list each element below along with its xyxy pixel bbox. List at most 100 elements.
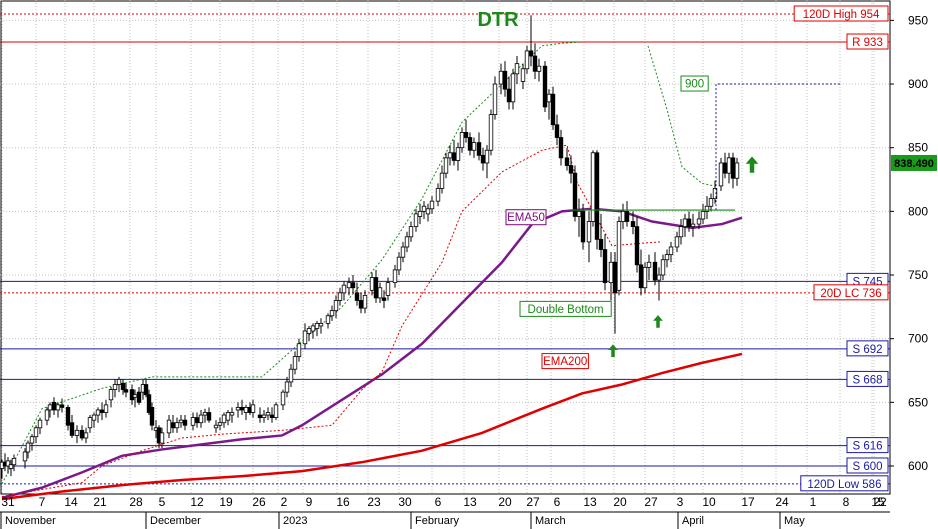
candle-up bbox=[674, 236, 680, 248]
candle-up bbox=[362, 294, 368, 309]
candle-up bbox=[55, 404, 61, 411]
candle-up bbox=[400, 246, 406, 258]
candle-down bbox=[143, 384, 149, 396]
x-tick-label: 5 bbox=[159, 495, 166, 509]
candle-up bbox=[696, 218, 702, 225]
candle-up bbox=[514, 63, 520, 75]
candle-down bbox=[532, 55, 538, 72]
ema200-label: EMA200 bbox=[543, 356, 587, 368]
last-price-label: 838.490 bbox=[894, 158, 934, 170]
level-label-box bbox=[846, 33, 889, 50]
candle-down bbox=[170, 422, 176, 429]
candle-up bbox=[108, 389, 114, 401]
candle-down bbox=[580, 210, 586, 243]
candle-up bbox=[33, 427, 39, 438]
up-arrow-icon bbox=[745, 156, 759, 173]
x-tick-label: 9 bbox=[306, 495, 313, 509]
candle-up bbox=[229, 412, 235, 416]
candle-up bbox=[447, 152, 453, 159]
target-900-label-box bbox=[680, 75, 709, 92]
candle-up bbox=[712, 188, 718, 200]
candle-down bbox=[730, 157, 736, 179]
candle-down bbox=[206, 412, 212, 421]
x-tick-label: 13 bbox=[583, 495, 597, 509]
level-label-box bbox=[846, 370, 889, 387]
candle-down bbox=[542, 65, 548, 108]
x-tick-label: 15 bbox=[871, 495, 885, 509]
x-tick-label: 20 bbox=[498, 495, 512, 509]
candle-down bbox=[568, 165, 574, 174]
candle-down bbox=[528, 50, 534, 57]
candle-down bbox=[136, 391, 142, 403]
candle-up bbox=[668, 246, 674, 256]
candle-up bbox=[484, 149, 490, 164]
candle-up bbox=[103, 404, 109, 413]
candle-down bbox=[59, 404, 65, 408]
x-tick-label: 16 bbox=[336, 495, 350, 509]
candle-up bbox=[217, 422, 223, 426]
candle-down bbox=[65, 407, 71, 426]
candle-up bbox=[435, 188, 441, 202]
y-tick-label: 650 bbox=[908, 395, 928, 409]
candle-down bbox=[572, 172, 578, 217]
up-arrow-icon bbox=[608, 344, 618, 358]
y-tick-label: 850 bbox=[908, 141, 928, 155]
candle-up bbox=[190, 417, 196, 426]
candle-up bbox=[718, 162, 724, 187]
x-month-label: 2023 bbox=[283, 515, 307, 527]
candle-down bbox=[269, 414, 275, 419]
candle-up bbox=[325, 315, 331, 324]
candle-up bbox=[83, 432, 89, 439]
candle-up bbox=[329, 310, 335, 317]
candle-up bbox=[25, 442, 31, 453]
y-tick-label: 900 bbox=[908, 77, 928, 91]
series-line-ema200 bbox=[1, 352, 743, 501]
candle-down bbox=[506, 88, 512, 103]
candle-up bbox=[392, 269, 398, 284]
candle-up bbox=[421, 205, 427, 212]
candle-down bbox=[502, 70, 508, 90]
candle-down bbox=[373, 277, 379, 299]
candle-up bbox=[198, 414, 204, 424]
candle-down bbox=[624, 210, 630, 222]
candle-up bbox=[95, 409, 101, 416]
level-label: S 668 bbox=[852, 374, 882, 386]
candle-down bbox=[463, 132, 469, 138]
candle-up bbox=[492, 83, 498, 115]
candle-up bbox=[459, 132, 465, 149]
candle-up bbox=[292, 356, 298, 370]
candle-up bbox=[8, 464, 14, 469]
candle-up bbox=[296, 343, 302, 357]
candle-up bbox=[520, 68, 526, 82]
candle-up bbox=[284, 381, 290, 393]
x-tick-label: 27 bbox=[526, 495, 540, 509]
candle-down bbox=[612, 261, 618, 294]
x-tick-label: 20 bbox=[613, 495, 627, 509]
x-tick-label: 3 bbox=[677, 495, 684, 509]
x-tick-label: 6 bbox=[435, 495, 442, 509]
candle-up bbox=[443, 157, 449, 174]
candle-up bbox=[235, 407, 241, 411]
candle-up bbox=[616, 221, 622, 291]
candle-up bbox=[608, 261, 614, 284]
candle-up bbox=[439, 172, 445, 189]
candle-down bbox=[598, 238, 604, 250]
candle-up bbox=[202, 412, 208, 416]
candle-down bbox=[182, 419, 188, 426]
candle-down bbox=[652, 261, 658, 281]
x-tick-label: 28 bbox=[129, 495, 143, 509]
candle-up bbox=[536, 65, 542, 72]
candle-up bbox=[112, 384, 118, 390]
candle-up bbox=[47, 404, 53, 411]
x-month-label: November bbox=[5, 515, 56, 527]
x-tick-label: 27 bbox=[644, 495, 658, 509]
candle-up bbox=[377, 287, 383, 299]
candle-up bbox=[385, 282, 391, 296]
candle-up bbox=[488, 114, 494, 151]
candle-up bbox=[690, 223, 696, 228]
x-tick-label: 1 bbox=[810, 495, 817, 509]
x-tick-label: 8 bbox=[843, 495, 850, 509]
candle-down bbox=[146, 394, 152, 413]
candle-up bbox=[586, 221, 592, 243]
candle-down bbox=[257, 414, 263, 419]
